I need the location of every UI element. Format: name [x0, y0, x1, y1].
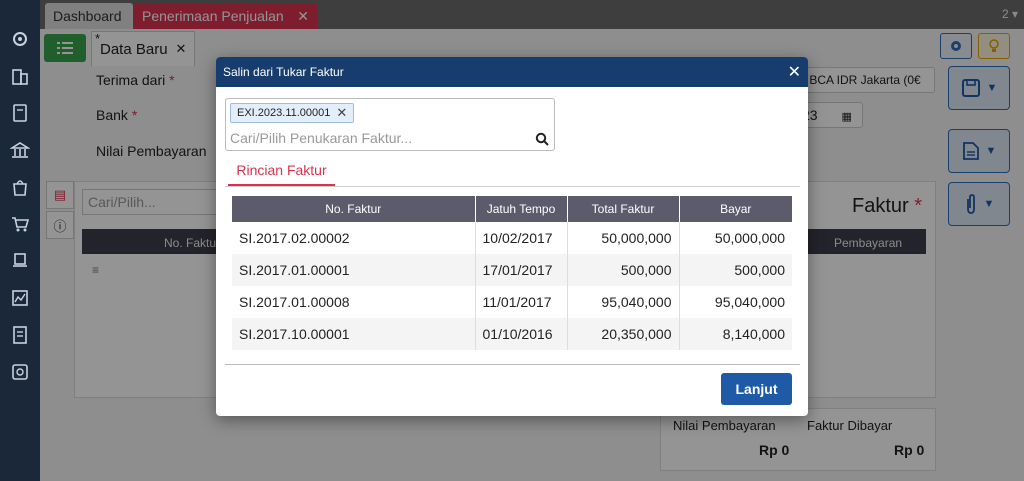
- chevron-down-icon: ▼: [986, 82, 998, 94]
- cell-jatuh-tempo: 11/01/2017: [475, 286, 568, 318]
- unsaved-marker: *: [95, 31, 101, 46]
- chevron-down-icon: ▼: [983, 198, 995, 210]
- tab-rincian-faktur[interactable]: Rincian Faktur: [228, 156, 335, 186]
- document-icon: ▤: [53, 187, 67, 202]
- cell-no-faktur: SI.2017.01.00001: [232, 254, 476, 286]
- tab-dashboard[interactable]: Dashboard: [45, 3, 133, 29]
- documents-icon[interactable]: [9, 324, 31, 346]
- close-tab-icon[interactable]: ✕: [297, 7, 309, 24]
- summary-faktur-label: Faktur Dibayar: [807, 418, 893, 433]
- chip-label: EXI.2023.11.00001: [237, 107, 331, 119]
- gear-icon: [951, 41, 961, 51]
- tab-penerimaan-label: Penerimaan Penjualan: [142, 8, 284, 24]
- reports-icon[interactable]: [9, 287, 31, 309]
- calendar-icon[interactable]: ▦: [841, 111, 852, 123]
- subtab-label: Data Baru: [100, 40, 168, 58]
- col-pembayaran: Pembayaran: [834, 236, 903, 250]
- drag-handle-icon[interactable]: ≡: [92, 263, 100, 277]
- list-view-button[interactable]: [44, 34, 86, 62]
- table-row[interactable]: SI.2017.01.00008 11/01/2017 95,040,000 9…: [232, 286, 792, 318]
- list-icon: [57, 42, 73, 54]
- tab-dashboard-label: Dashboard: [53, 8, 122, 24]
- dialog-title: Salin dari Tukar Faktur: [223, 65, 344, 79]
- lightbulb-icon: [989, 39, 999, 52]
- lanjut-button[interactable]: Lanjut: [721, 373, 792, 405]
- col-header-bayar[interactable]: Bayar: [679, 196, 792, 222]
- cell-total-faktur: 20,350,000: [567, 318, 680, 350]
- table-row[interactable]: SI.2017.02.00002 10/02/2017 50,000,000 5…: [232, 222, 792, 254]
- close-subtab-icon[interactable]: ✕: [175, 41, 187, 56]
- col-header-jatuh-tempo[interactable]: Jatuh Tempo: [475, 196, 568, 222]
- detail-tab-info[interactable]: ⓘ: [46, 211, 74, 239]
- detail-tab-invoices[interactable]: ▤: [46, 181, 74, 209]
- tukar-faktur-search-input[interactable]: [230, 128, 530, 148]
- document-button[interactable]: ▼: [948, 129, 1010, 173]
- tab-divider: [225, 186, 800, 187]
- purchase-bag-icon[interactable]: [9, 176, 31, 198]
- cell-jatuh-tempo: 01/10/2016: [475, 318, 568, 350]
- cell-bayar: 500,000: [679, 254, 792, 286]
- company-icon[interactable]: [9, 65, 31, 87]
- summary-nilai-value: Rp 0: [759, 442, 790, 458]
- attachment-button[interactable]: ▼: [948, 182, 1010, 226]
- remove-chip-icon[interactable]: ✕: [336, 105, 348, 120]
- faktur-search-input[interactable]: Cari/Pilih...: [82, 189, 222, 215]
- summary-nilai-label: Nilai Pembayaran: [673, 418, 776, 433]
- tab-count-value: 2: [1001, 7, 1009, 21]
- footer-divider: [225, 364, 800, 365]
- tips-button[interactable]: [978, 33, 1010, 59]
- ledger-icon[interactable]: [9, 102, 31, 124]
- faktur-title: Faktur *: [852, 195, 923, 217]
- cell-bayar: 95,040,000: [714, 294, 785, 310]
- summary-faktur-value: Rp 0: [894, 442, 925, 458]
- cell-total-faktur: 500,000: [567, 254, 680, 286]
- selected-chip: EXI.2023.11.00001 ✕: [230, 103, 355, 123]
- sales-cart-icon[interactable]: [9, 213, 31, 235]
- cell-bayar: 50,000,000: [714, 230, 785, 246]
- document-icon: [962, 142, 979, 160]
- nilai-pembayaran-label: Nilai Pembayaran: [96, 143, 207, 159]
- bank-select[interactable]: k BCA IDR Jakarta (0€: [795, 67, 935, 93]
- cell-jatuh-tempo: 17/01/2017: [475, 254, 568, 286]
- close-icon[interactable]: ✕: [787, 64, 801, 81]
- tax-icon[interactable]: [9, 361, 31, 383]
- cell-no-faktur: SI.2017.02.00002: [232, 222, 476, 254]
- settings-icon[interactable]: [9, 28, 31, 50]
- cell-no-faktur: SI.2017.01.00008: [232, 286, 476, 318]
- bank-icon[interactable]: [9, 139, 31, 161]
- app-sidebar: [0, 0, 40, 481]
- save-button[interactable]: ▼: [948, 66, 1010, 110]
- table-header-row: No. Faktur Jatuh Tempo Total Faktur Baya…: [232, 196, 792, 222]
- rincian-faktur-table: No. Faktur Jatuh Tempo Total Faktur Baya…: [232, 196, 792, 350]
- search-icon[interactable]: [535, 132, 549, 146]
- cell-bayar: 8,140,000: [679, 318, 792, 350]
- save-icon: [961, 79, 980, 97]
- inventory-cart-icon[interactable]: [9, 250, 31, 272]
- cell-no-faktur: SI.2017.10.00001: [232, 318, 476, 350]
- table-row[interactable]: SI.2017.01.00001 17/01/2017 500,000 500,…: [232, 254, 792, 286]
- salin-tukar-faktur-dialog: Salin dari Tukar Faktur ✕ EXI.2023.11.00…: [216, 57, 808, 416]
- cell-jatuh-tempo: 10/02/2017: [475, 222, 568, 254]
- bank-label: Bank *: [96, 107, 138, 123]
- tab-overflow-count[interactable]: 2 ▾: [1001, 7, 1018, 21]
- detail-side-tabs: ▤ ⓘ: [46, 181, 74, 241]
- cell-total-faktur: 50,000,000: [567, 222, 680, 254]
- chevron-down-icon: ▼: [985, 145, 997, 157]
- terima-dari-label: Terima dari *: [96, 72, 175, 88]
- bank-select-value: k BCA IDR Jakarta (0€: [800, 73, 921, 87]
- dialog-header: Salin dari Tukar Faktur ✕: [216, 57, 808, 87]
- subtab-data-baru[interactable]: * Data Baru ✕: [91, 31, 195, 66]
- paperclip-icon: [966, 194, 975, 214]
- col-header-no-faktur[interactable]: No. Faktur: [232, 196, 476, 222]
- col-no-faktur: No. Faktur: [164, 236, 221, 250]
- info-icon: ⓘ: [53, 218, 67, 234]
- tab-strip: Dashboard Penerimaan Penjualan ✕ 2 ▾: [40, 0, 1024, 29]
- table-row[interactable]: SI.2017.10.00001 01/10/2016 20,350,000 8…: [232, 318, 792, 350]
- tab-penerimaan-penjualan[interactable]: Penerimaan Penjualan ✕: [134, 3, 317, 29]
- form-settings-button[interactable]: [940, 33, 972, 59]
- col-header-total-faktur[interactable]: Total Faktur: [567, 196, 680, 222]
- tukar-faktur-picker[interactable]: EXI.2023.11.00001 ✕: [225, 98, 555, 151]
- cell-total-faktur: 95,040,000: [567, 286, 680, 318]
